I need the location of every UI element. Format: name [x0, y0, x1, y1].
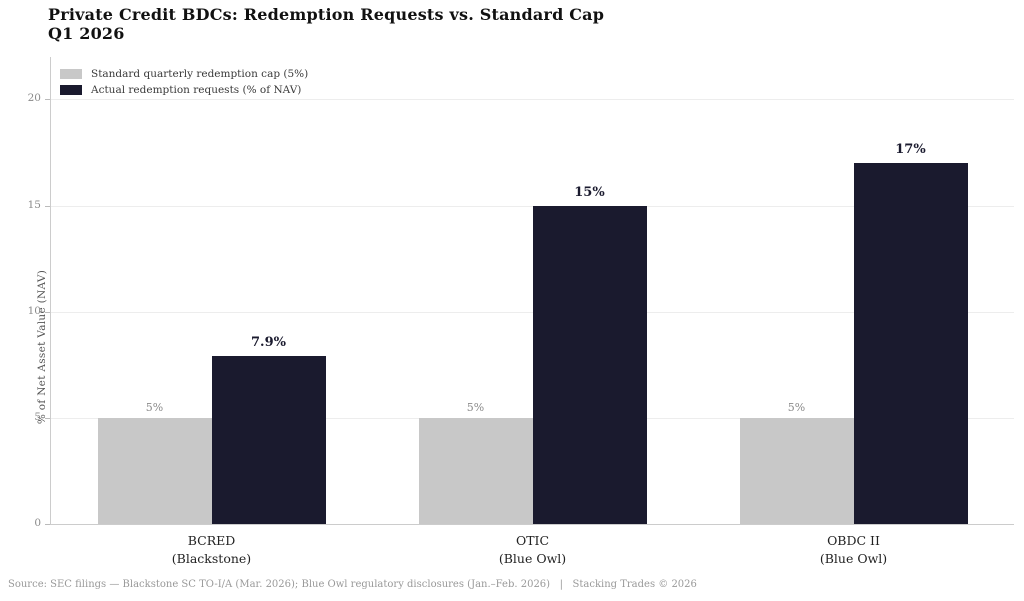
y-axis-title: % of Net Asset Value (NAV) — [36, 269, 48, 425]
category-subname: (Blackstone) — [171, 551, 252, 566]
bar-cap-obdc-ii — [739, 417, 854, 524]
chart-title-line2: Q1 2026 — [48, 24, 125, 43]
chart-title: Private Credit BDCs: Redemption Requests… — [48, 5, 604, 43]
y-tick-mark-10 — [45, 311, 50, 313]
value-label-actual-bcred: 7.9% — [251, 335, 286, 351]
category-name: OTIC — [515, 533, 550, 548]
x-category-label-obdc-ii: OBDC II (Blue Owl) — [734, 532, 974, 568]
category-subname: (Blue Owl) — [498, 551, 567, 566]
value-label-actual-otic: 15% — [574, 184, 605, 200]
y-tick-label-10: 10 — [27, 304, 41, 317]
legend-swatch-cap — [60, 69, 82, 79]
y-tick-label-5: 5 — [34, 410, 41, 423]
legend-label-cap: Standard quarterly redemption cap (5%) — [91, 68, 309, 80]
bar-actual-bcred — [211, 356, 326, 524]
x-category-label-bcred: BCRED (Blackstone) — [92, 532, 332, 568]
legend-swatch-actual — [60, 85, 82, 95]
legend-label-actual: Actual redemption requests (% of NAV) — [91, 84, 302, 96]
y-tick-label-15: 15 — [27, 198, 41, 211]
source-footer: Source: SEC filings — Blackstone SC TO-I… — [8, 579, 697, 590]
value-label-cap-bcred: 5% — [145, 400, 164, 414]
bar-actual-otic — [532, 205, 647, 524]
value-label-cap-otic: 5% — [466, 400, 485, 414]
legend-item-cap: Standard quarterly redemption cap (5%) — [60, 66, 308, 82]
chart-title-line1: Private Credit BDCs: Redemption Requests… — [48, 5, 605, 24]
category-subname: (Blue Owl) — [819, 551, 888, 566]
y-tick-mark-15 — [45, 205, 50, 207]
bar-actual-obdc-ii — [853, 163, 968, 524]
bar-cap-otic — [418, 417, 533, 524]
value-label-cap-obdc-ii: 5% — [787, 400, 806, 414]
y-tick-label-0: 0 — [34, 517, 41, 529]
category-name: OBDC II — [827, 533, 880, 548]
x-category-label-otic: OTIC (Blue Owl) — [413, 532, 653, 568]
plot-area: % of Net Asset Value (NAV) Standard quar… — [28, 57, 1014, 566]
legend: Standard quarterly redemption cap (5%) A… — [60, 66, 308, 98]
y-tick-mark-5 — [45, 417, 50, 419]
bar-cap-bcred — [97, 417, 212, 524]
legend-item-actual: Actual redemption requests (% of NAV) — [60, 82, 308, 98]
gridline-20 — [51, 99, 1014, 101]
value-label-actual-obdc-ii: 17% — [895, 142, 926, 158]
y-tick-mark-0 — [45, 524, 50, 525]
category-name: BCRED — [187, 533, 236, 548]
y-tick-mark-20 — [45, 99, 50, 101]
y-tick-label-20: 20 — [27, 92, 41, 105]
